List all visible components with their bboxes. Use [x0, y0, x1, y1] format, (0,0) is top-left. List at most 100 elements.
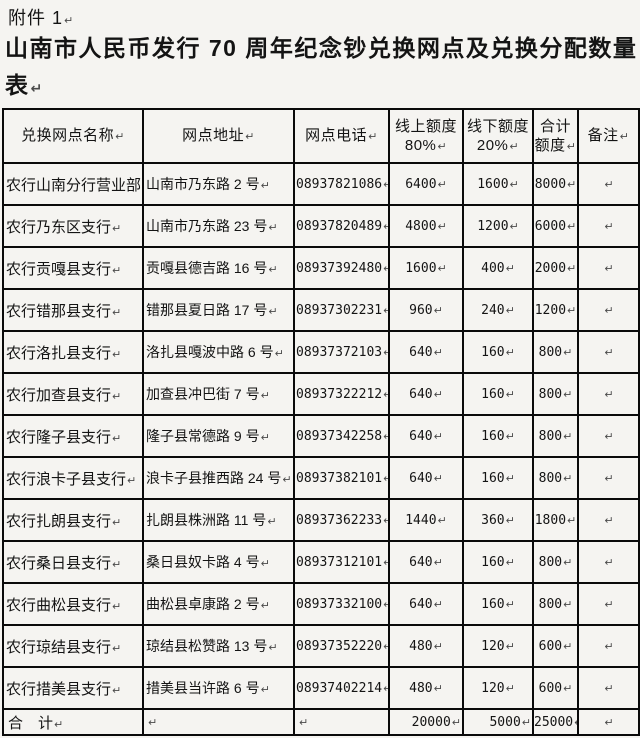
paragraph-mark-icon: ↵	[260, 599, 270, 612]
outlet-phone-cell: 08937362233↵	[293, 498, 390, 542]
paragraph-mark-icon: ↵	[112, 389, 122, 403]
outlet-address: 扎朗县株洲路 11 号	[146, 512, 267, 528]
offline-quota-cell: 160↵	[462, 414, 534, 458]
header-label: 备注	[587, 127, 619, 144]
offline-quota-cell: 160↵	[462, 372, 534, 416]
paragraph-mark-icon: ↵	[505, 261, 515, 275]
col-header-remark: 备注↵	[577, 108, 640, 164]
outlet-phone-cell: 08937332100↵	[293, 582, 390, 626]
paragraph-mark-icon: ↵	[433, 555, 443, 569]
offline-quota-cell: 120↵	[462, 624, 534, 668]
remark-cell: ↵	[577, 162, 640, 206]
offline-quota-cell: 1600↵	[462, 162, 534, 206]
outlet-phone: 08937312101	[296, 554, 383, 570]
total-quota-value: 1200	[534, 302, 567, 318]
outlet-name: 农行浪卡子县支行	[6, 470, 127, 488]
total-quota-cell: 800↵	[532, 372, 579, 416]
total-quota-value: 800	[538, 596, 563, 612]
paragraph-mark-icon: ↵	[563, 429, 573, 443]
remark-cell: ↵	[577, 204, 640, 248]
table-row: 农行措美县支行↵ 措美县当许路 6 号↵ 08937402214↵ 480↵ 1…	[2, 666, 640, 710]
offline-quota-value: 1600	[477, 176, 509, 192]
paragraph-mark-icon: ↵	[368, 130, 378, 143]
paragraph-mark-icon: ↵	[260, 389, 270, 402]
table-row: 农行扎朗县支行↵ 扎朗县株洲路 11 号↵ 08937362233↵ 1440↵…	[2, 498, 640, 542]
paragraph-mark-icon: ↵	[567, 513, 577, 527]
outlet-name: 农行琼结县支行	[6, 638, 112, 656]
outlet-name: 农行错那县支行	[6, 302, 112, 320]
paragraph-mark-icon: ↵	[112, 599, 122, 613]
paragraph-mark-icon: ↵	[260, 683, 270, 696]
total-phone-cell: ↵	[293, 708, 390, 736]
outlet-name-cell: 农行乃东区支行↵	[2, 204, 144, 248]
paragraph-mark-icon: ↵	[245, 130, 255, 143]
paragraph-mark-icon: ↵	[383, 598, 387, 611]
remark-cell: ↵	[577, 582, 640, 626]
outlet-name-cell: 农行山南分行营业部↵	[2, 162, 144, 206]
paragraph-mark-icon: ↵	[260, 179, 270, 192]
outlet-phone-cell: 08937352220↵	[293, 624, 390, 668]
paragraph-mark-icon: ↵	[433, 681, 443, 695]
header-label: 线下额度	[466, 117, 529, 135]
offline-quota-value: 240	[481, 302, 505, 318]
outlet-address-cell: 山南市乃东路 2 号↵	[142, 162, 295, 206]
outlet-address: 错那县夏日路 17 号	[146, 302, 268, 318]
total-quota-cell: 6000↵	[532, 204, 579, 248]
table-row: 农行曲松县支行↵ 曲松县卓康路 2 号↵ 08937332100↵ 640↵ 1…	[2, 582, 640, 626]
paragraph-mark-icon: ↵	[567, 177, 577, 191]
paragraph-mark-icon: ↵	[112, 431, 122, 445]
online-quota-value: 640	[409, 470, 433, 486]
header-label: 网点地址	[182, 127, 245, 144]
paragraph-mark-icon: ↵	[115, 130, 125, 143]
offline-quota-value: 120	[481, 680, 505, 696]
online-quota-cell: 4800↵	[388, 204, 464, 248]
paragraph-mark-icon: ↵	[112, 515, 122, 529]
online-quota-cell: 1440↵	[388, 498, 464, 542]
outlet-phone-cell: 08937322212↵	[293, 372, 390, 416]
paragraph-mark-icon: ↵	[433, 597, 443, 611]
outlet-address: 桑日县奴卡路 4 号	[146, 554, 260, 570]
total-quota-cell: 800↵	[532, 330, 579, 374]
outlet-name-cell: 农行琼结县支行↵	[2, 624, 144, 668]
outlet-name-cell: 农行贡嘎县支行↵	[2, 246, 144, 290]
online-quota-value: 960	[409, 302, 433, 318]
paragraph-mark-icon: ↵	[604, 430, 614, 443]
offline-quota-value: 160	[481, 554, 505, 570]
outlet-phone-cell: 08937820489↵	[293, 204, 390, 248]
outlet-name-cell: 农行曲松县支行↵	[2, 582, 144, 626]
outlet-phone: 08937821086	[296, 176, 383, 192]
outlet-address-cell: 桑日县奴卡路 4 号↵	[142, 540, 295, 584]
header-label: 80%	[404, 136, 437, 154]
outlet-phone: 08937382101	[296, 470, 383, 486]
remark-cell: ↵	[577, 288, 640, 332]
document-title: 山南市人民币发行 70 周年纪念钞兑换网点及兑换分配数量表↵	[0, 28, 640, 108]
header-label: 网点电话	[305, 127, 368, 144]
paragraph-mark-icon: ↵	[383, 472, 387, 485]
paragraph-mark-icon: ↵	[574, 716, 576, 729]
paragraph-mark-icon: ↵	[563, 471, 573, 485]
table-row: 农行洛扎县支行↵ 洛扎县嘎波中路 6 号↵ 08937372103↵ 640↵ …	[2, 330, 640, 374]
total-offline-value: 5000	[489, 714, 521, 730]
outlet-name-cell: 农行浪卡子县支行↵	[2, 456, 144, 500]
header-label: 额度	[534, 136, 566, 154]
outlet-name: 农行隆子县支行	[6, 428, 112, 446]
total-remark-cell: ↵	[577, 708, 640, 736]
attachment-label: 附件 1↵	[0, 0, 640, 28]
total-quota-value: 600	[538, 638, 563, 654]
paragraph-mark-icon: ↵	[64, 14, 75, 27]
paragraph-mark-icon: ↵	[604, 220, 614, 233]
online-quota-cell: 640↵	[388, 372, 464, 416]
offline-quota-value: 360	[481, 512, 505, 528]
col-header-total-quota: 合计 额度↵	[532, 108, 579, 164]
paragraph-mark-icon: ↵	[437, 219, 447, 233]
outlet-phone-cell: 08937382101↵	[293, 456, 390, 500]
offline-quota-cell: 160↵	[462, 540, 534, 584]
online-quota-value: 640	[409, 386, 433, 402]
total-quota-cell: 600↵	[532, 624, 579, 668]
paragraph-mark-icon: ↵	[505, 555, 515, 569]
outlet-name: 农行洛扎县支行	[6, 344, 112, 362]
total-quota-value: 800	[538, 344, 563, 360]
paragraph-mark-icon: ↵	[437, 139, 448, 153]
online-quota-value: 6400	[405, 176, 437, 192]
total-quota-cell: 2000↵	[532, 246, 579, 290]
